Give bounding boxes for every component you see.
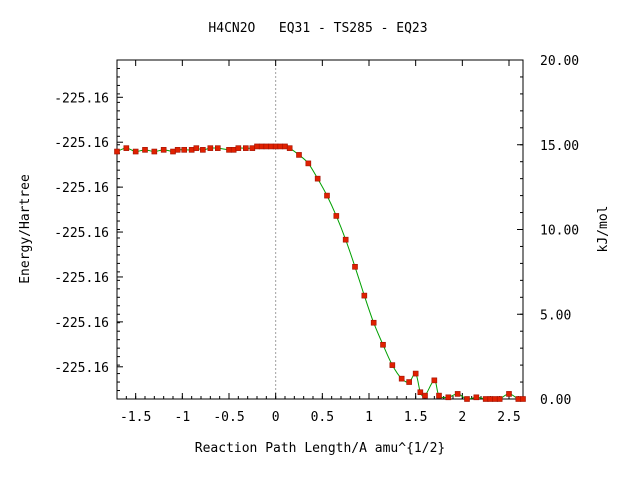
data-point — [254, 143, 260, 150]
data-point — [333, 213, 340, 219]
data-point — [207, 145, 214, 151]
data-point — [181, 147, 187, 153]
data-point — [305, 160, 312, 167]
data-point — [370, 319, 377, 326]
y-left-tick-label: -225.16 — [54, 271, 109, 286]
data-point — [151, 148, 158, 155]
data-point — [258, 143, 265, 150]
data-point — [342, 236, 349, 243]
x-tick-label: -1 — [175, 410, 191, 425]
data-point — [436, 392, 442, 399]
y-right-axis: 0.00 5.00 10.00 15.00 20.00 — [517, 54, 579, 408]
x-tick-label: 2 — [458, 410, 466, 425]
data-point — [314, 175, 321, 182]
data-point — [114, 148, 120, 155]
data-point — [226, 147, 232, 153]
data-point — [123, 145, 130, 151]
data-point — [188, 147, 195, 153]
data-point — [417, 389, 424, 396]
y-left-tick-label: -225.16 — [54, 136, 109, 151]
y-left-tick-label: -225.16 — [54, 226, 109, 241]
y-axis-label: Energy/Hartree — [18, 174, 33, 284]
x-tick-label: 1.5 — [404, 410, 427, 425]
x-axis-label: Reaction Path Length/A amu^{1/2} — [195, 441, 445, 456]
data-point — [431, 377, 438, 384]
data-point — [520, 396, 526, 402]
energy-points — [114, 143, 526, 402]
data-point — [243, 145, 249, 151]
data-point — [268, 143, 274, 150]
x-tick-label: 0 — [272, 410, 280, 425]
data-point — [215, 145, 221, 151]
data-point — [361, 292, 368, 299]
data-point — [230, 147, 237, 153]
y-left-axis: -225.16 -225.16 -225.16 -225.16 -225.16 -225.… — [54, 59, 123, 400]
x-tick-label: -0.5 — [213, 410, 244, 425]
data-point — [324, 192, 330, 199]
x-tick-label: 1 — [365, 410, 373, 425]
data-point — [496, 396, 503, 402]
plot-frame — [116, 59, 524, 400]
x-tick-label: 2.5 — [497, 410, 520, 425]
x-axis: -1.5 -1 -0.5 0 0.5 1 1.5 2 2.5 — [116, 60, 521, 425]
y-right-tick-label: 5.00 — [540, 308, 571, 323]
chart-title: H4CN2O EQ31 - TS285 - EQ23 — [208, 21, 427, 36]
data-point — [277, 143, 284, 150]
data-point — [487, 396, 494, 402]
data-point — [200, 147, 206, 153]
data-point — [492, 396, 498, 402]
data-point — [398, 375, 405, 382]
data-point — [454, 391, 461, 397]
data-point — [445, 394, 452, 401]
y2-axis-label: kJ/mol — [596, 206, 611, 253]
data-point — [422, 392, 428, 399]
data-point — [406, 379, 412, 385]
data-point — [412, 370, 419, 377]
data-point — [132, 148, 139, 155]
data-point — [473, 394, 480, 401]
y-left-tick-label: -225.16 — [54, 181, 109, 196]
data-point — [193, 145, 200, 151]
y-right-tick-label: 0.00 — [540, 393, 571, 408]
y-left-tick-label: -225.16 — [54, 316, 109, 331]
data-point — [272, 143, 279, 150]
data-point — [389, 362, 396, 368]
x-tick-label: 0.5 — [311, 410, 334, 425]
data-point — [174, 147, 181, 153]
y-left-tick-label: -225.16 — [54, 361, 109, 376]
y-right-tick-label: 15.00 — [540, 139, 579, 154]
y-right-tick-label: 10.00 — [540, 224, 579, 239]
data-point — [235, 145, 242, 151]
data-point — [142, 147, 148, 153]
data-point — [464, 396, 470, 402]
data-point — [282, 143, 288, 150]
data-point — [352, 263, 358, 270]
y-right-tick-label: 20.00 — [540, 54, 579, 69]
data-point — [515, 396, 522, 402]
y-left-tick-label: -225.16 — [54, 91, 109, 106]
x-tick-label: -1.5 — [120, 410, 151, 425]
data-point — [249, 145, 256, 151]
data-point — [286, 145, 293, 151]
data-point — [170, 148, 176, 155]
data-point — [263, 143, 270, 150]
data-point — [482, 396, 489, 402]
data-point — [506, 391, 512, 397]
data-point — [160, 147, 167, 153]
data-point — [380, 341, 386, 348]
data-point — [296, 152, 302, 158]
energy-profile-line — [116, 145, 524, 400]
